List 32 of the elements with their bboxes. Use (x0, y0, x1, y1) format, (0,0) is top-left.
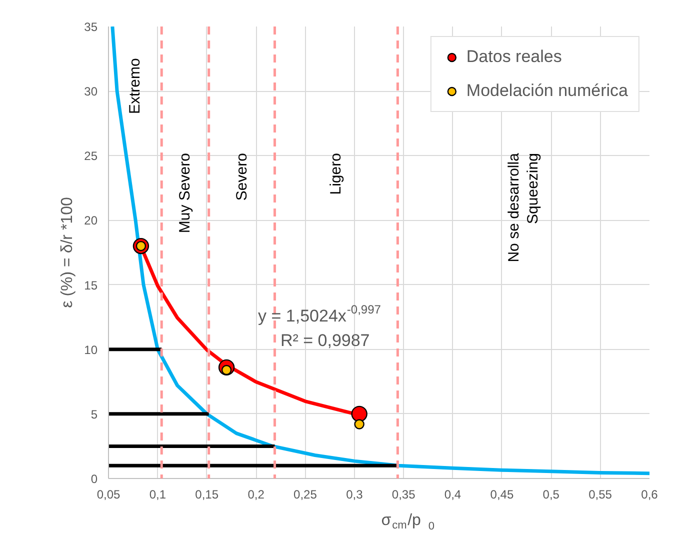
y-tick-label: 35 (84, 20, 98, 34)
x-tick-label: 0,3 (346, 488, 364, 502)
y-tick-label: 10 (84, 342, 98, 357)
point (354, 419, 364, 430)
x-tick-label: 0,5 (542, 488, 560, 502)
x-tick-label: 0,55 (588, 488, 612, 502)
y-tick-label: 0 (90, 472, 98, 486)
x-tick-label: 0,1 (149, 488, 166, 502)
x-tick-label: 0,6 (641, 488, 658, 502)
y-axis-title: ε (%) = δ/r *100 (59, 197, 76, 308)
line-series (110, 26, 650, 476)
x-tick-label: 0,2 (248, 488, 265, 502)
annotation: R² = 0,9987 (280, 331, 370, 350)
x-tick-label: 0,4 (444, 488, 462, 502)
x-tick-label: 0,25 (294, 488, 318, 502)
x-tick-label: 0,15 (195, 488, 219, 502)
annotation: Severo (233, 153, 250, 201)
y-tick-label: 20 (84, 214, 98, 228)
x-tick-label: 0,35 (392, 488, 416, 502)
y-tick-label: 30 (84, 84, 98, 99)
legend-label: Datos reales (466, 47, 562, 67)
annotation: Extremo (126, 58, 144, 114)
legend-label: Modelación numérica (466, 81, 628, 101)
point (351, 406, 368, 422)
x-tick-label: 0,05 (96, 488, 121, 502)
annotation: Ligero (328, 153, 345, 195)
annotation: No se desarrolla Squeezing (506, 152, 542, 262)
x-tick-label: 0,45 (490, 488, 514, 502)
annotation: Muy Severo (176, 153, 194, 234)
y-tick-label: 25 (84, 149, 98, 164)
y-tick-label: 5 (90, 407, 98, 422)
y-tick-label: 15 (84, 278, 98, 292)
